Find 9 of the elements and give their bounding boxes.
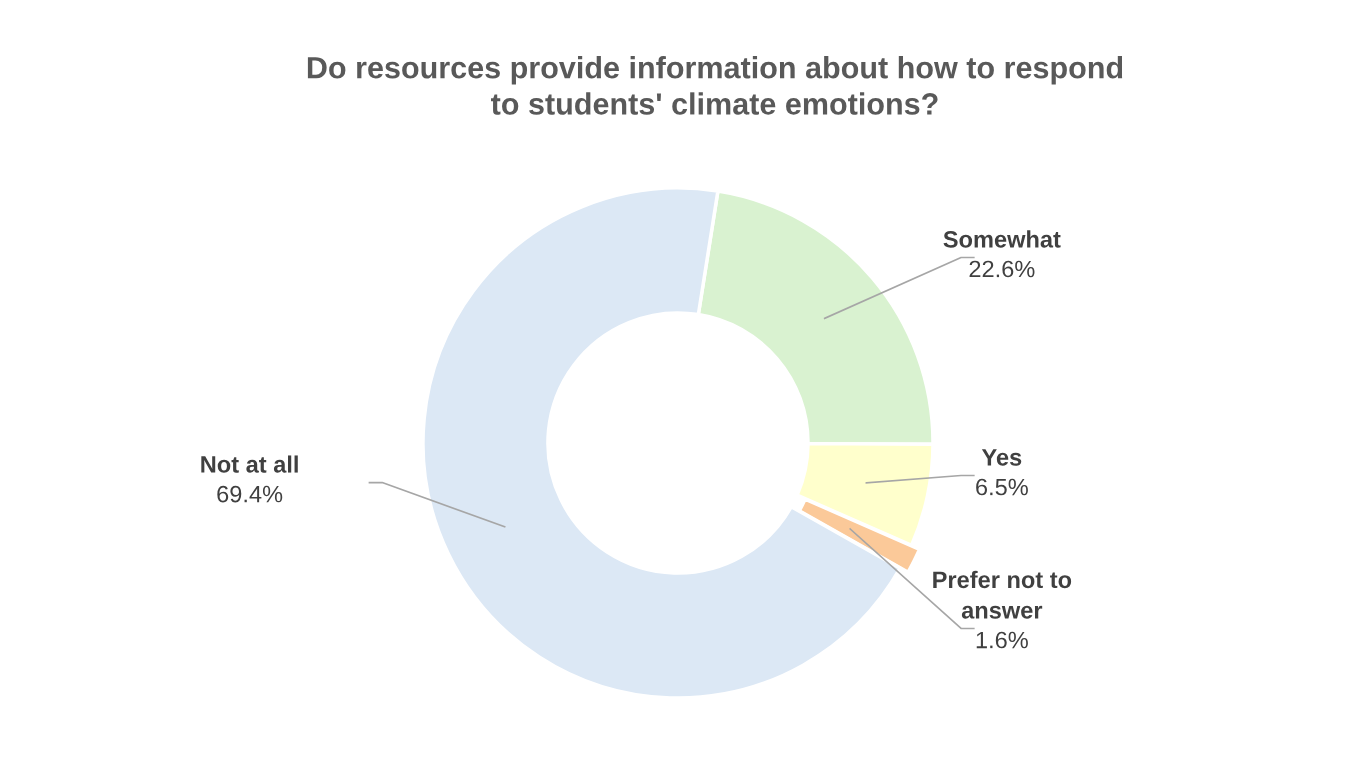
data-label: 69.4% — [217, 485, 283, 503]
data-label: 1.6% — [976, 631, 1028, 649]
slice-label: Yes — [981, 449, 1022, 466]
data-label: 6.5% — [976, 478, 1028, 496]
slice-label: Not at all — [201, 455, 298, 473]
slice-label: Prefer not to answer — [933, 570, 1072, 619]
data-label: 22.6% — [969, 260, 1035, 278]
slice-label: Somewhat — [943, 230, 1061, 248]
chart-title: Do resources provide information about how to respond to students' climate emotions? — [307, 56, 1123, 115]
